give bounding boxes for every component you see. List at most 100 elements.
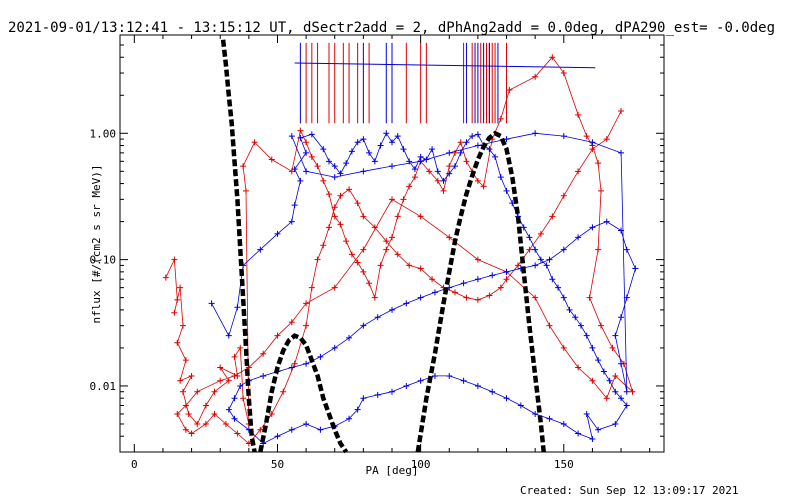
red-data-point xyxy=(268,156,275,163)
red-data-point xyxy=(598,187,605,194)
red-data-point xyxy=(331,204,338,211)
red-data-point xyxy=(446,163,453,170)
blue-data-point xyxy=(288,218,295,225)
blue-data-point xyxy=(474,276,481,283)
red-data-point xyxy=(237,344,244,351)
red-data-point xyxy=(320,242,327,249)
red-data-point xyxy=(549,213,556,220)
red-data-point xyxy=(366,280,373,287)
red-data-point xyxy=(202,420,209,427)
blue-data-point xyxy=(429,146,436,153)
blue-data-point xyxy=(474,131,481,138)
blue-data-point xyxy=(389,139,395,146)
red-data-point xyxy=(480,183,487,190)
red-data-point xyxy=(575,168,582,175)
blue-data-point xyxy=(389,306,395,313)
blue-data-point xyxy=(417,158,424,165)
blue-data-point xyxy=(546,256,553,263)
blue-data-point xyxy=(371,158,378,165)
red-data-point xyxy=(185,410,192,417)
blue-data-point xyxy=(560,133,567,140)
red-data-point xyxy=(463,294,470,301)
blue-data-point xyxy=(348,148,355,155)
blue-data-point xyxy=(346,334,353,341)
red-data-point xyxy=(383,238,390,245)
blue-data-point xyxy=(517,402,524,409)
blue-data-point xyxy=(288,133,295,140)
red-data-point xyxy=(182,426,189,433)
blue-data-point xyxy=(532,262,539,269)
blue-data-point xyxy=(489,272,496,279)
blue-data-point xyxy=(555,284,562,291)
red-data-point xyxy=(217,364,224,371)
red-data-point xyxy=(240,395,247,402)
blue-data-point xyxy=(526,234,533,241)
blue-data-point xyxy=(389,388,395,395)
blue-data-point xyxy=(486,146,493,153)
red-data-point xyxy=(314,256,321,263)
blue-data-point xyxy=(575,234,582,241)
red-data-point xyxy=(589,377,596,384)
red-data-point xyxy=(583,133,590,140)
blue-data-point xyxy=(474,382,481,389)
model-curve-1 xyxy=(220,39,257,453)
red-data-point xyxy=(174,296,181,303)
red-data-point xyxy=(486,292,493,299)
red-data-point xyxy=(242,187,249,194)
blue-data-point xyxy=(457,149,464,156)
red-data-point xyxy=(629,388,636,395)
red-data-point xyxy=(526,246,533,253)
blue-data-point xyxy=(411,166,418,173)
red-data-point xyxy=(406,183,413,190)
red-data-point xyxy=(360,268,367,275)
red-data-point xyxy=(354,259,361,266)
blue-data-point xyxy=(520,224,527,231)
x-axis-label: PA [deg] xyxy=(366,464,419,477)
red-data-point xyxy=(474,296,481,303)
red-data-point xyxy=(188,372,195,379)
red-data-point xyxy=(251,139,258,146)
y-axis-label: nflux [#/(cm2 s sr MeV)] xyxy=(90,165,103,324)
blue-data-point xyxy=(274,433,281,440)
red-data-point xyxy=(609,344,616,351)
red-data-point xyxy=(179,388,186,395)
blue-data-point xyxy=(532,410,539,417)
red-data-point xyxy=(174,339,181,346)
blue-data-point xyxy=(326,158,333,165)
blue-data-point xyxy=(303,168,310,175)
red-data-point xyxy=(360,213,367,220)
red-data-point xyxy=(595,246,602,253)
red-data-point xyxy=(612,372,619,379)
blue-data-point xyxy=(317,353,324,360)
red-data-point xyxy=(354,200,361,207)
blue-data-point xyxy=(503,187,510,194)
blue-data-point xyxy=(446,149,453,156)
red-data-point xyxy=(188,430,195,437)
blue-series-line xyxy=(211,132,636,444)
red-data-point xyxy=(549,54,556,61)
blue-data-point xyxy=(618,149,625,156)
red-data-point xyxy=(598,322,605,329)
blue-data-point xyxy=(331,174,338,181)
blue-data-point xyxy=(406,158,413,165)
blue-data-point xyxy=(431,289,438,296)
red-data-point xyxy=(440,187,447,194)
red-data-point xyxy=(202,402,209,409)
red-data-point xyxy=(231,353,238,360)
blue-data-point xyxy=(383,130,390,137)
blue-data-point xyxy=(208,300,215,307)
blue-data-point xyxy=(503,268,510,275)
blue-data-point xyxy=(317,426,324,433)
red-data-point xyxy=(225,377,232,384)
blue-data-point xyxy=(308,131,315,138)
red-data-point xyxy=(463,158,470,165)
red-data-point xyxy=(503,276,510,283)
red-data-point xyxy=(371,224,378,231)
red-data-point xyxy=(179,322,186,329)
blue-data-point xyxy=(297,134,304,141)
red-data-point xyxy=(474,256,481,263)
blue-data-point xyxy=(460,377,467,384)
red-data-point xyxy=(417,265,424,272)
chart-title: 2021-09-01/13:12:41 - 13:15:12 UT, dSect… xyxy=(8,20,775,36)
